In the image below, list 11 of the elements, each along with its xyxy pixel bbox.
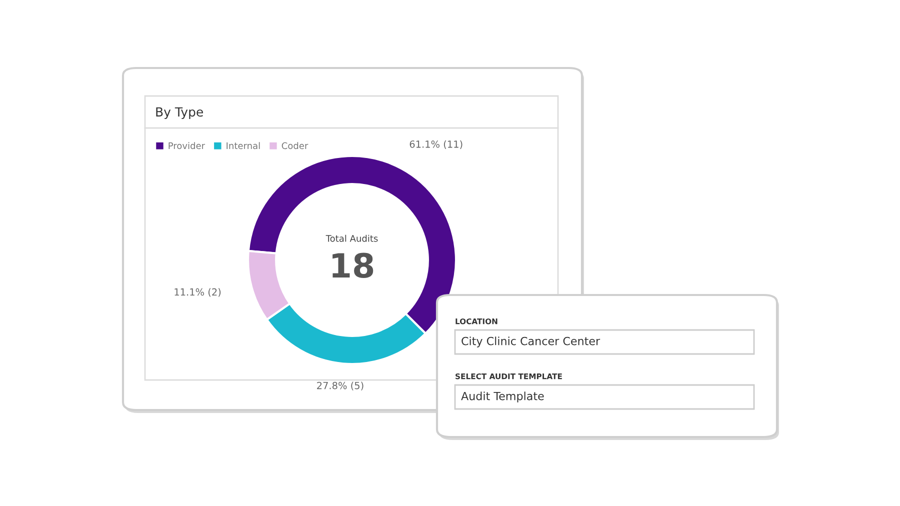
text: City Clinic Cancer Center xyxy=(462,336,600,348)
text: Total Audits xyxy=(326,234,378,242)
data-label: 11.1% (2) xyxy=(174,288,221,297)
chart-title: By Type xyxy=(156,107,203,120)
legend-label: Coder xyxy=(282,142,308,150)
data-label: 27.8% (5) xyxy=(317,382,364,390)
text: 18 xyxy=(332,252,374,278)
legend-label: Provider xyxy=(168,142,206,150)
legend-label: Internal xyxy=(226,142,260,150)
data-label: 61.1% (11) xyxy=(410,140,462,149)
text: Audit Template xyxy=(461,392,544,402)
